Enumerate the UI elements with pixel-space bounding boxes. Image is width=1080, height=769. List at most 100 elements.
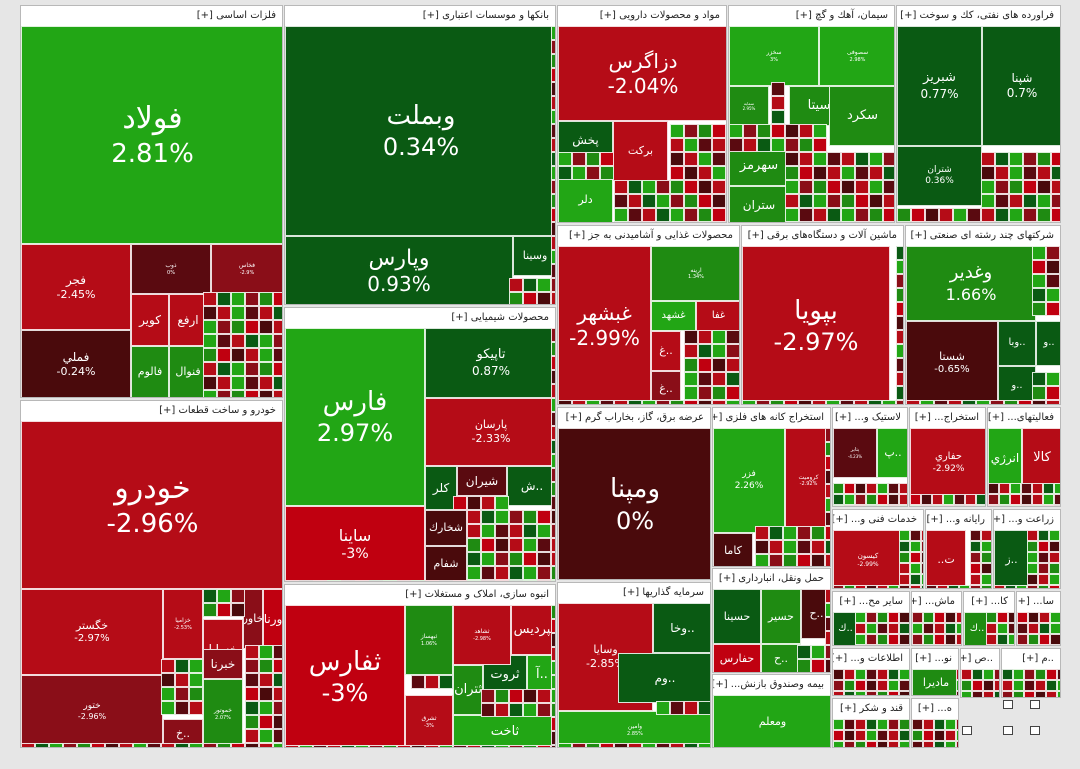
stock-tile[interactable]: شبریز 0.77%: [897, 26, 982, 146]
stock-tile-small[interactable]: [785, 180, 799, 194]
stock-tile-small[interactable]: [956, 612, 961, 623]
stock-tile-small[interactable]: [551, 731, 555, 745]
stock-tile-small[interactable]: [743, 124, 757, 138]
stock-tile-small[interactable]: [259, 306, 273, 320]
stock-tile-small[interactable]: [551, 356, 555, 370]
stock-tile-small[interactable]: [799, 208, 813, 222]
stock-tile-small[interactable]: [481, 566, 495, 580]
stock-tile-small[interactable]: [259, 362, 273, 376]
stock-tile-small[interactable]: [1046, 274, 1060, 288]
stock-tile-small[interactable]: [981, 222, 995, 223]
stock-tile[interactable]: دلر: [558, 176, 613, 222]
stock-tile-small[interactable]: [877, 730, 888, 741]
stock-tile-small[interactable]: [825, 589, 830, 603]
stock-tile-small[interactable]: [970, 563, 981, 574]
sector-header[interactable]: مواد و محصولات دارویی [+]: [558, 6, 726, 26]
stock-tile-small[interactable]: [855, 691, 866, 695]
stock-tile-small[interactable]: [1008, 623, 1014, 634]
stock-tile[interactable]: خزامیا -2.53%: [163, 589, 203, 659]
stock-tile-small[interactable]: [945, 741, 956, 747]
stock-tile-small[interactable]: [439, 580, 453, 581]
stock-tile[interactable]: ثفارس -3%: [285, 605, 405, 747]
stock-tile-small[interactable]: [981, 166, 995, 180]
stock-tile-small[interactable]: [495, 524, 509, 538]
stock-tile-small[interactable]: [133, 743, 147, 747]
stock-tile-small[interactable]: [119, 743, 133, 747]
stock-tile-small[interactable]: [799, 180, 813, 194]
stock-tile-small[interactable]: [551, 468, 555, 482]
stock-tile[interactable]: شپنا 0.7%: [982, 26, 1060, 146]
stock-tile-small[interactable]: [189, 659, 203, 673]
stock-tile-small[interactable]: [467, 566, 481, 580]
stock-tile-small[interactable]: [925, 222, 939, 223]
stock-tile[interactable]: فالوم: [131, 346, 169, 397]
stock-tile-small[interactable]: [551, 236, 555, 250]
stock-tile-small[interactable]: [1010, 505, 1021, 506]
stock-tile-small[interactable]: [899, 680, 909, 691]
expand-icon[interactable]: [1030, 726, 1040, 735]
stock-tile-small[interactable]: [743, 222, 757, 223]
stock-tile-small[interactable]: [551, 496, 555, 510]
stock-tile-small[interactable]: [1035, 680, 1046, 691]
stock-tile-small[interactable]: [656, 400, 670, 404]
stock-tile[interactable]: بپویا -2.97%: [742, 246, 890, 404]
stock-tile-small[interactable]: [523, 566, 537, 580]
stock-tile-small[interactable]: [231, 743, 245, 747]
stock-tile-small[interactable]: [259, 645, 273, 659]
stock-tile-small[interactable]: [684, 138, 698, 152]
stock-tile-small[interactable]: [855, 741, 866, 747]
stock-tile-small[interactable]: [855, 669, 866, 680]
stock-tile-small[interactable]: [1060, 552, 1061, 563]
stock-tile-small[interactable]: [628, 222, 642, 223]
stock-tile[interactable]: ساینا -3%: [285, 506, 425, 581]
stock-tile-small[interactable]: [481, 496, 495, 510]
stock-tile-small[interactable]: [551, 342, 555, 356]
stock-tile-small[interactable]: [509, 538, 523, 552]
stock-tile-small[interactable]: [844, 730, 855, 741]
stock-tile[interactable]: سهرمز: [729, 146, 789, 186]
stock-tile-small[interactable]: [1035, 669, 1046, 680]
stock-tile-small[interactable]: [888, 634, 899, 645]
stock-tile-small[interactable]: [1046, 400, 1060, 404]
stock-tile-small[interactable]: [910, 552, 921, 563]
stock-tile-small[interactable]: [981, 552, 991, 563]
stock-tile-small[interactable]: [932, 505, 943, 506]
stock-tile-small[interactable]: [981, 541, 991, 552]
stock-tile-small[interactable]: [844, 585, 855, 588]
stock-tile-small[interactable]: [698, 152, 712, 166]
stock-tile-small[interactable]: [1023, 222, 1037, 223]
stock-tile-small[interactable]: [217, 334, 231, 348]
stock-tile-small[interactable]: [896, 316, 903, 330]
stock-tile-small[interactable]: [551, 292, 555, 304]
stock-tile-small[interactable]: [869, 222, 883, 223]
stock-tile-small[interactable]: [259, 715, 273, 729]
stock-tile-small[interactable]: [203, 390, 217, 397]
stock-tile-small[interactable]: [698, 372, 712, 386]
stock-tile-small[interactable]: [799, 194, 813, 208]
stock-tile-small[interactable]: [1060, 400, 1061, 405]
stock-tile-small[interactable]: [825, 498, 830, 512]
stock-tile-small[interactable]: [910, 494, 921, 505]
stock-tile-small[interactable]: [797, 645, 811, 659]
stock-tile-small[interactable]: [614, 400, 628, 404]
stock-tile-small[interactable]: [825, 470, 830, 484]
stock-tile-small[interactable]: [273, 334, 282, 348]
stock-tile-small[interactable]: [983, 691, 994, 697]
expand-icon[interactable]: [1030, 700, 1040, 709]
stock-tile-small[interactable]: [912, 719, 923, 730]
stock-tile-small[interactable]: [841, 166, 855, 180]
stock-tile-small[interactable]: [742, 400, 756, 404]
stock-tile-small[interactable]: [899, 541, 910, 552]
stock-tile-small[interactable]: [911, 208, 925, 222]
stock-tile-small[interactable]: [844, 741, 855, 747]
stock-tile-small[interactable]: [1038, 541, 1049, 552]
stock-tile-small[interactable]: [855, 494, 866, 505]
stock-tile-small[interactable]: [970, 541, 981, 552]
stock-tile-small[interactable]: [1027, 530, 1038, 541]
stock-tile[interactable]: خودرو -2.96%: [21, 421, 282, 589]
stock-tile-small[interactable]: [990, 400, 1004, 404]
stock-tile-small[interactable]: [1038, 563, 1049, 574]
stock-tile-small[interactable]: [1054, 483, 1060, 494]
stock-tile-small[interactable]: [189, 743, 203, 747]
stock-tile-small[interactable]: [1051, 208, 1060, 222]
